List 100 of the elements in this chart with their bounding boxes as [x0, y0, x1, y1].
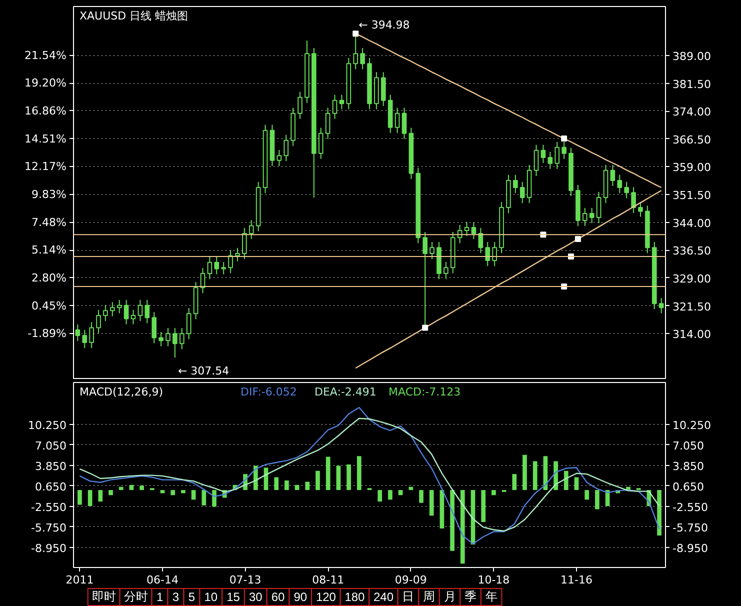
bar [398, 490, 403, 496]
bar [108, 490, 113, 496]
candlestick [325, 107, 330, 140]
y-tick-label: 2.80% [32, 271, 67, 284]
annotation: ← 307.54 [178, 364, 230, 378]
candlestick [214, 256, 220, 275]
bar [118, 486, 124, 490]
text: 10 [204, 590, 218, 604]
y2-tick-label: 381.50 [672, 78, 711, 91]
bar [316, 470, 320, 490]
candlestick [492, 242, 497, 267]
candlestick [158, 332, 164, 347]
annotation: ← 394.98 [358, 18, 410, 32]
y-tick-label: 21.54% [24, 48, 67, 62]
candlestick [548, 151, 553, 170]
text: 60 [271, 590, 286, 604]
point [422, 324, 428, 331]
candlestick [624, 181, 629, 199]
candlestick [380, 72, 386, 106]
candlestick [631, 186, 636, 214]
x-tick-label: 2011 [66, 574, 94, 586]
bar [595, 490, 600, 510]
x-tick-label: 08-11 [312, 574, 344, 586]
y2-tick-label: 336.50 [672, 244, 711, 258]
text: 季 [464, 590, 477, 604]
candlestick [82, 329, 88, 349]
y2-tick-label: 344.00 [672, 216, 711, 230]
text: 240 [373, 590, 394, 604]
bar [181, 490, 186, 494]
line-series [79, 418, 660, 532]
candlestick [471, 221, 476, 240]
series-label: DEA:-2.491 [314, 386, 376, 398]
text: 分时 [124, 590, 148, 604]
candlestick [339, 94, 344, 110]
candlestick [179, 328, 184, 350]
candlestick [186, 308, 192, 340]
candlestick [464, 221, 470, 237]
candlestick [172, 328, 178, 358]
bar [284, 480, 289, 490]
candlestick [130, 309, 136, 325]
y2-tick-label: 321.50 [672, 300, 711, 314]
y2-tick-label: -5.750 [672, 521, 708, 534]
text: 3 [172, 590, 180, 604]
point [561, 136, 568, 142]
candlestick [298, 91, 302, 120]
text: 年 [485, 590, 498, 604]
chart-title: MACD(12,26,9) [80, 386, 164, 398]
candlestick [318, 127, 324, 160]
bar [78, 490, 82, 505]
y2-tick-label: -8.950 [672, 542, 708, 555]
bar [140, 486, 144, 490]
y-tick-label: 9.83% [32, 188, 67, 201]
bar [294, 484, 300, 490]
text: 120 [316, 590, 336, 604]
y2-tick-label: 366.50 [672, 133, 711, 146]
candlestick [248, 220, 254, 240]
bar [88, 490, 92, 506]
candlestick [138, 299, 143, 322]
bar [191, 490, 196, 500]
text: MACD:-7.123 [388, 386, 461, 398]
y-tick-label: 0.45% [32, 299, 67, 312]
text: 周 [423, 590, 436, 604]
text: DIF:-6.052 [240, 386, 297, 398]
candlestick [444, 262, 448, 280]
candlestick [152, 312, 157, 344]
bar [429, 490, 434, 516]
bar [450, 490, 454, 551]
text: 180 [344, 590, 366, 604]
candlestick [221, 262, 226, 275]
bar [460, 490, 465, 564]
point [574, 236, 581, 242]
candlestick [638, 201, 643, 218]
bar [326, 456, 330, 490]
bar [419, 490, 424, 503]
candlestick [96, 309, 101, 334]
candlestick [610, 164, 616, 187]
bar [305, 482, 310, 490]
x-tick-label: 07-13 [229, 574, 262, 586]
candlestick [589, 207, 594, 224]
candlestick [394, 107, 400, 134]
y-tick-label: -2.550 [31, 500, 67, 514]
bar [408, 486, 414, 490]
candlestick [430, 242, 434, 260]
candlestick [235, 247, 240, 262]
candlestick [658, 298, 664, 314]
text: 日 [402, 590, 414, 604]
y-tick-label: -8.950 [31, 542, 67, 555]
text: 1 [156, 590, 164, 604]
bar [378, 490, 382, 502]
candlestick [89, 322, 94, 349]
candlestick [207, 256, 212, 280]
y2-tick-label: 359.00 [672, 161, 711, 174]
text: 90 [294, 590, 308, 604]
candlestick [166, 328, 170, 347]
candlestick [103, 304, 108, 322]
x-tick-label: 09-09 [394, 574, 427, 586]
y-tick-label: 3.850 [35, 460, 67, 473]
bar [657, 490, 662, 536]
y-tick-label: 12.17% [24, 160, 67, 174]
y2-tick-label: -2.550 [672, 500, 708, 514]
